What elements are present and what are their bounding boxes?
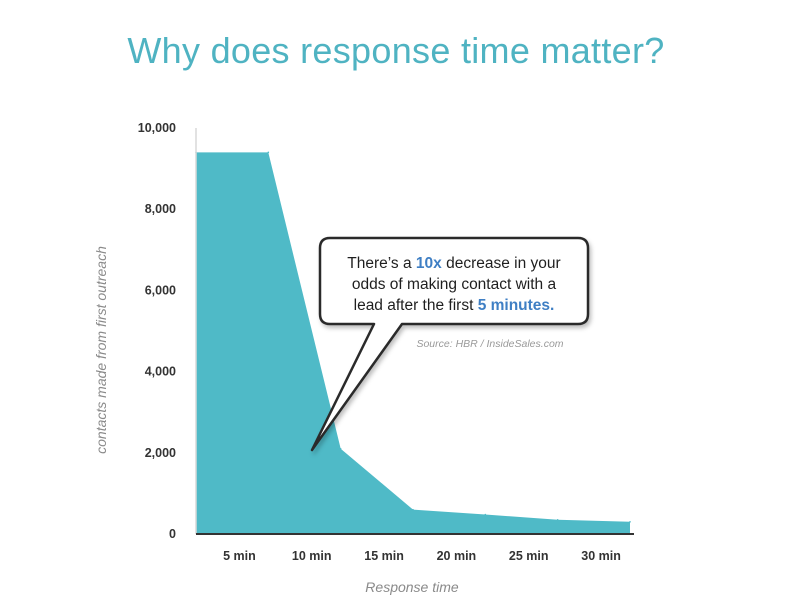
data-point-0-1 <box>267 151 270 154</box>
callout-line-1-post: decrease in your <box>442 255 561 272</box>
y-axis-label: contacts made from first outreach <box>93 246 109 454</box>
x-tick-label: 20 min <box>437 549 477 563</box>
data-point-0-3 <box>412 508 414 511</box>
callout-highlight-10x: 10x <box>416 255 442 272</box>
callout-line-1: There’s a 10x decrease in your <box>347 255 560 272</box>
x-tick-label: 5 min <box>223 549 256 563</box>
callout-line-3: lead after the first 5 minutes. <box>354 297 555 314</box>
callout-highlight-5-minutes: 5 minutes. <box>478 297 555 314</box>
y-tick-label: 2,000 <box>145 446 176 460</box>
x-tick-label: 30 min <box>581 549 621 563</box>
callout-line-2: odds of making contact with a <box>352 276 557 293</box>
y-tick-label: 4,000 <box>145 365 176 379</box>
callout-bubble <box>310 236 590 452</box>
y-tick-label: 8,000 <box>145 202 176 216</box>
callout-line-1-pre: There’s a <box>347 255 416 272</box>
x-tick-label: 15 min <box>364 549 404 563</box>
data-point-0-6 <box>629 521 631 523</box>
y-tick-label: 10,000 <box>138 121 176 135</box>
data-point-0-2 <box>339 447 342 450</box>
plot-area: 0 2,000 4,000 6,000 8,000 10,000 5 min 10 min 15… <box>138 121 634 563</box>
y-tick-label: 6,000 <box>145 283 176 297</box>
data-point-0-4 <box>484 513 487 516</box>
x-axis-label: Response time <box>365 579 459 595</box>
callout-line-3-pre: lead after the first <box>354 297 478 314</box>
source-note: Source: HBR / InsideSales.com <box>416 338 563 350</box>
x-tick-label: 25 min <box>509 549 549 563</box>
page-title: Why does response time matter? <box>127 30 665 71</box>
callout-annotation: There’s a 10x decrease in your odds of m… <box>310 236 590 452</box>
data-point-0-5 <box>556 518 559 521</box>
x-tick-label: 10 min <box>292 549 332 563</box>
area-series-0 <box>196 152 630 534</box>
y-tick-label: 0 <box>169 527 176 541</box>
